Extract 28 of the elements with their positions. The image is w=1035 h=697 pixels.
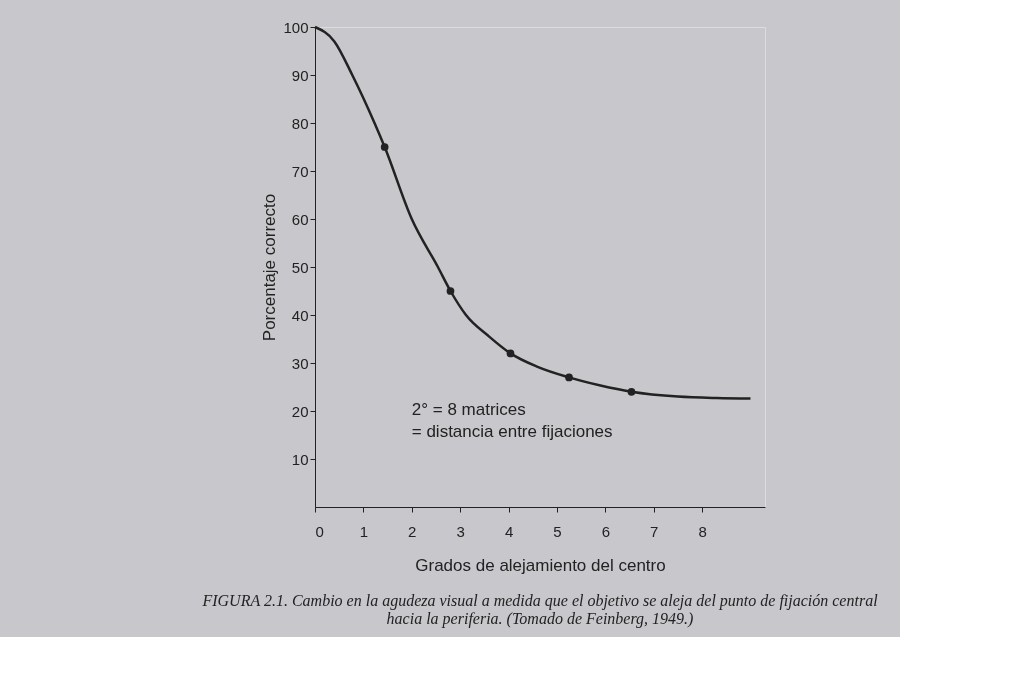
point — [506, 349, 515, 358]
annotation: 2° = 8 matrices = distancia entre fijaciones — [411, 400, 613, 441]
x-tick-label: 8 — [698, 522, 707, 540]
point — [380, 143, 389, 151]
y-tick-label: 60 — [291, 210, 309, 228]
y-tick-label: 20 — [291, 402, 309, 420]
y-tick-label: 90 — [291, 66, 309, 84]
y-axis-title: Porcentaje correcto — [260, 193, 280, 342]
text: FIGURA 2.1. Cambio en la agudeza visual a medida que el objetivo se aleja del punto de fijación central hacia la periferia. (Tomado de Feinberg, 1949.) — [201, 592, 879, 628]
y-tick-label: 80 — [291, 114, 309, 132]
x-tick-label: 3 — [456, 522, 465, 540]
x-tick-label: 1 — [359, 522, 369, 540]
point — [565, 373, 573, 382]
x-tick-label: 2 — [408, 522, 417, 540]
point — [446, 287, 455, 295]
point — [627, 387, 636, 396]
y-tick-label: 30 — [291, 354, 309, 372]
x-tick-label: 4 — [504, 522, 514, 540]
y-tick-label: 100 — [283, 18, 309, 36]
y-tick-label: 40 — [291, 306, 309, 324]
x-axis-title: Grados de alejamiento del centro — [415, 555, 666, 575]
y-tick-label: 50 — [291, 258, 309, 276]
x-tick-label: 6 — [601, 522, 610, 540]
x-tick-label: 5 — [553, 522, 562, 540]
x-tick-label: 0 — [315, 522, 324, 540]
y-tick-label: 70 — [291, 162, 309, 180]
x-tick-label: 7 — [650, 522, 659, 540]
y-tick-label: 10 — [291, 450, 309, 468]
